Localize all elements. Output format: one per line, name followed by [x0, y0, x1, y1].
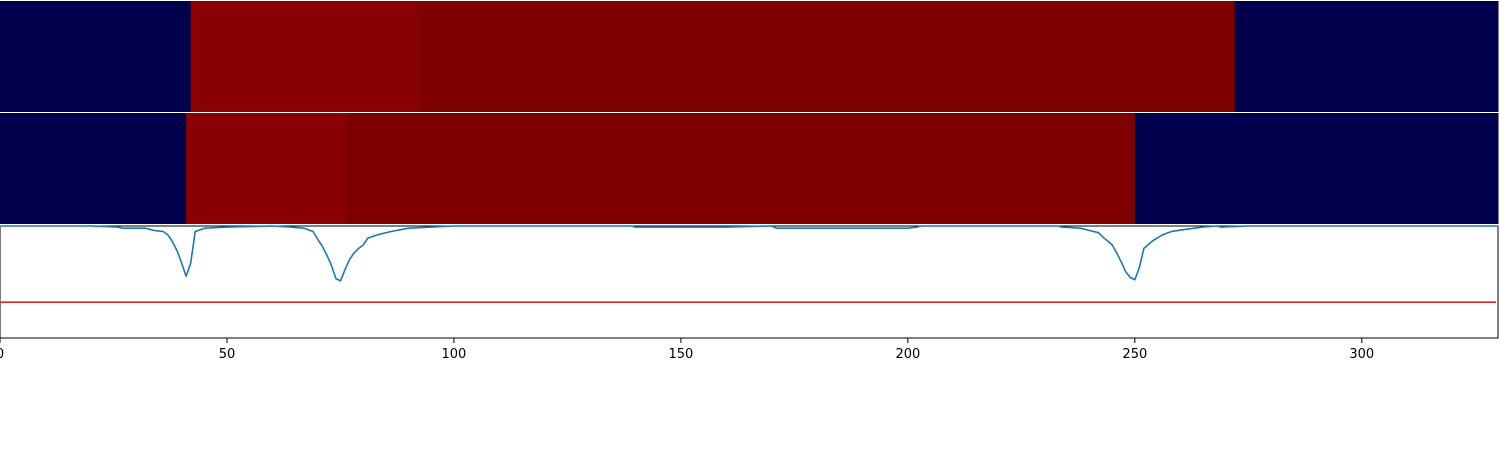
heatmap-rows — [0, 1, 1499, 224]
x-tick-label-300: 300 — [1349, 347, 1374, 362]
x-axis: 0 50 100 150 200 250 300 — [0, 338, 1374, 362]
line-panel-frame — [0, 225, 1499, 339]
line-panel — [0, 225, 1499, 339]
heatmap-cell-1-1 — [0, 1, 192, 112]
x-tick-label-100: 100 — [442, 347, 467, 362]
heatmap-row-1 — [0, 1, 1499, 112]
x-tick-label-150: 150 — [668, 347, 693, 362]
heatmap-cell-2-1 — [0, 113, 187, 224]
x-tick-label-200: 200 — [895, 347, 920, 362]
x-tick-label-50: 50 — [219, 347, 236, 362]
heatmap-cell-2-4 — [1134, 113, 1499, 224]
heatmap-row-2 — [0, 113, 1499, 224]
heatmap-cell-1-4 — [1234, 1, 1499, 112]
series-line — [0, 225, 1498, 282]
x-tick-label-250: 250 — [1122, 347, 1147, 362]
x-tick-label-0: 0 — [0, 347, 4, 362]
heatmap-cell-1-2 — [190, 1, 419, 112]
heatmap-cell-2-2 — [186, 113, 346, 224]
heatmap-cell-2-3 — [344, 113, 1136, 224]
heatmap-cell-1-3 — [417, 1, 1236, 112]
